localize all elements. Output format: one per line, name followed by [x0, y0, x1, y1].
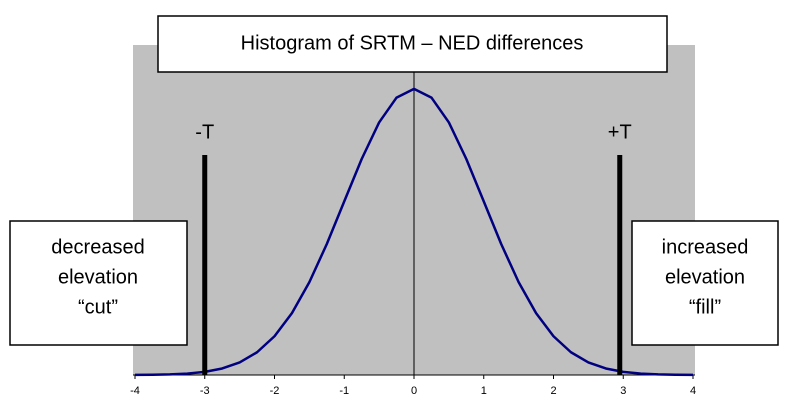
title-box	[157, 15, 668, 73]
x-tick-label: -1	[339, 385, 349, 397]
note-text: elevation	[58, 266, 138, 288]
right-note-box	[631, 220, 779, 346]
threshold-label: -T	[195, 121, 214, 143]
x-tick-label: -2	[270, 385, 280, 397]
curve	[134, 87, 694, 377]
note-text: “cut”	[78, 296, 118, 318]
note-text: elevation	[665, 266, 745, 288]
threshold-label: +T	[608, 121, 632, 143]
left-note-box	[9, 220, 188, 346]
x-tick-label: -4	[130, 385, 140, 397]
x-tick-label: 2	[550, 385, 556, 397]
note-text: increased	[662, 236, 749, 258]
note-text: “fill”	[689, 296, 721, 318]
x-tick-label: 1	[481, 385, 487, 397]
chart-title: Histogram of SRTM – NED differences	[241, 32, 584, 54]
note-text: decreased	[51, 236, 144, 258]
x-tick-label: 0	[411, 385, 417, 397]
x-tick-label: 4	[690, 385, 696, 397]
x-tick-label: -3	[200, 385, 210, 397]
x-tick-label: 3	[620, 385, 626, 397]
